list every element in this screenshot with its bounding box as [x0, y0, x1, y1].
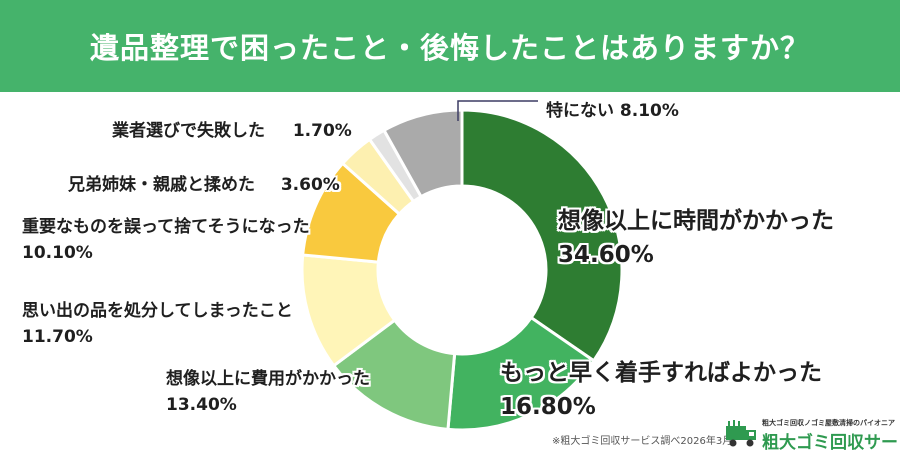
slice-value: 8.10% [619, 101, 679, 121]
label-slice-4: 重要なものを誤って捨てそうになった 10.10% [22, 214, 310, 266]
truck-icon [726, 420, 756, 447]
donut-slice-1 [446, 315, 596, 432]
slice-label: もっと早く着手すればよかった [500, 360, 822, 386]
slice-label: 業者選びで失敗した [112, 121, 265, 141]
leader-line [457, 100, 538, 121]
source-note: ※粗大ゴミ回収サービス調べ2026年3月 [552, 436, 733, 447]
slice-value: 10.10% [22, 243, 93, 263]
label-slice-5: 兄弟姉妹・親戚と揉めた 3.60% [68, 172, 340, 198]
slice-label: 思い出の品を処分してしまったこと [22, 301, 293, 321]
slice-label: 兄弟姉妹・親戚と揉めた [68, 175, 255, 195]
label-slice-2: 想像以上に費用がかかった 13.40% [166, 366, 370, 418]
chart-title: 遺品整理で困ったこと・後悔したことはありますか？ [89, 31, 810, 65]
slice-value: 13.40% [166, 395, 237, 415]
donut-slice-7 [381, 108, 464, 199]
slice-label: 特にない [546, 101, 614, 121]
label-slice-7: 特にない 8.10% [546, 98, 679, 124]
label-slice-1: もっと早く着手すればよかった 16.80% [500, 356, 822, 424]
logo-tagline: 粗大ゴミ回収ノゴミ屋敷清掃のパイオニア [762, 419, 895, 427]
logo-name: 粗大ゴミ回収サービス [762, 433, 900, 453]
slice-value: 16.80% [500, 394, 596, 420]
slice-value: 34.60% [558, 242, 654, 268]
slice-value: 1.70% [292, 121, 352, 141]
slice-value: 11.70% [22, 327, 93, 347]
donut-slice-0 [460, 108, 624, 363]
brand-logo: 粗大ゴミ回収ノゴミ屋敷清掃のパイオニア 粗大ゴミ回収サービス [724, 418, 900, 453]
label-slice-3: 思い出の品を処分してしまったこと 11.70% [22, 298, 293, 350]
label-slice-0: 想像以上に時間がかかった 34.60% [558, 204, 834, 272]
slice-value: 3.60% [280, 175, 340, 195]
title-banner: 遺品整理で困ったこと・後悔したことはありますか？ [0, 0, 900, 92]
label-slice-6: 業者選びで失敗した 1.70% [112, 118, 352, 144]
slice-label: 想像以上に時間がかかった [558, 208, 834, 234]
slice-label: 想像以上に費用がかかった [166, 369, 370, 389]
slice-label: 重要なものを誤って捨てそうになった [22, 217, 310, 237]
